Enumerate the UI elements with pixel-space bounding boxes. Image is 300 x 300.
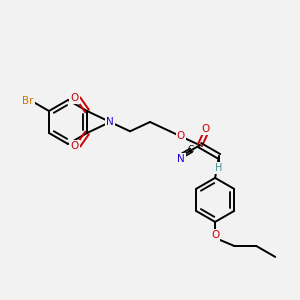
- Text: N: N: [106, 117, 114, 127]
- Text: H: H: [215, 163, 223, 173]
- Text: O: O: [70, 93, 79, 103]
- Text: O: O: [70, 141, 79, 151]
- Text: Br: Br: [22, 95, 34, 106]
- Text: O: O: [202, 124, 210, 134]
- Text: C: C: [187, 145, 193, 154]
- Text: N: N: [177, 154, 185, 164]
- Text: O: O: [177, 131, 185, 141]
- Text: O: O: [211, 230, 219, 240]
